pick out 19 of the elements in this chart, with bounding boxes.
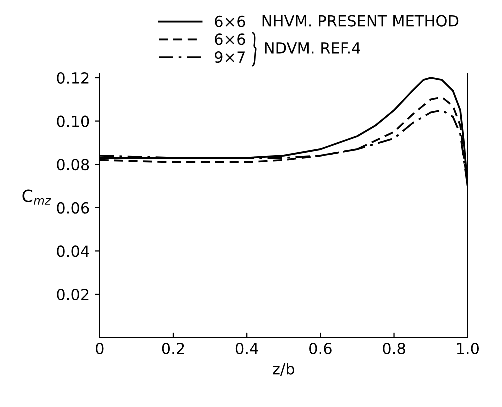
x-tick-label: 0.6 — [310, 342, 332, 354]
text: NDVM. REF.4 — [265, 42, 360, 54]
y-axis-title: C$_{mz}$ — [22, 190, 52, 205]
legend-label: 6×6 — [215, 34, 246, 46]
y-tick-label: 0.08 — [57, 159, 90, 171]
legend-label: 6×6 — [215, 16, 246, 28]
x-tick-label: 1.0 — [457, 342, 479, 354]
x-tick-label: 0.4 — [236, 342, 258, 354]
text: NHVM. PRESENT METHOD — [262, 15, 459, 27]
y-tick-label: 0.02 — [57, 288, 89, 301]
x-tick-label: 0 — [96, 342, 104, 354]
y-tick-label: 0.06 — [57, 202, 90, 214]
y-tick-label: 0.04 — [57, 246, 90, 258]
x-tick-label: 0.2 — [162, 342, 184, 354]
legend-label: 9×7 — [215, 52, 245, 64]
y-tick-label: 0.12 — [57, 72, 89, 84]
y-tick-label: 0.10 — [57, 116, 90, 128]
x-tick-label: 0.8 — [383, 342, 406, 354]
x-axis-title: z/b — [273, 363, 294, 376]
